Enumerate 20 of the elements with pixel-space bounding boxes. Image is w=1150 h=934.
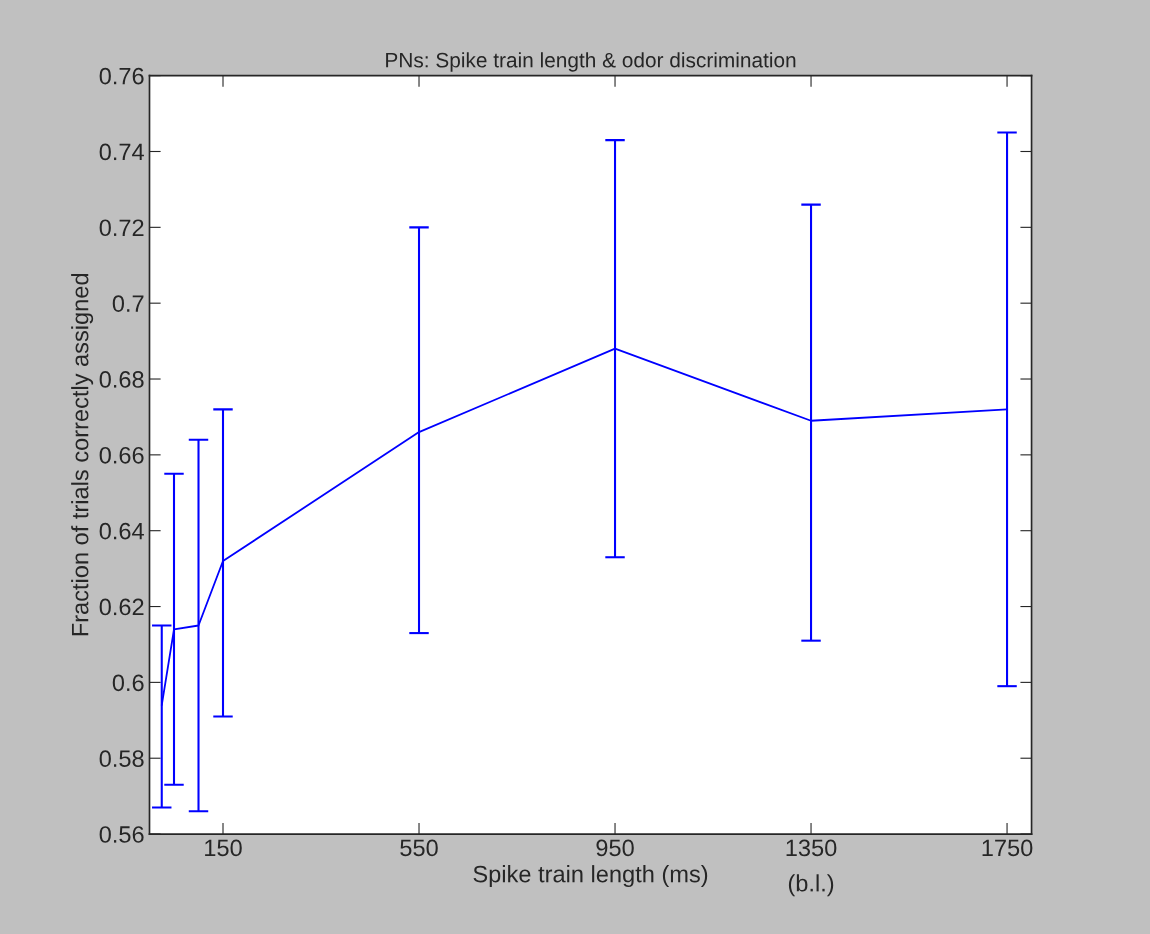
x-axis-title: Spike train length (ms)	[473, 865, 708, 888]
x-tick-label: 950	[596, 839, 634, 857]
x-tick-label: 1350	[786, 839, 837, 857]
y-tick-label: 0.62	[99, 598, 144, 616]
y-tick-label: 0.7	[112, 295, 144, 312]
y-tick-label: 0.76	[99, 67, 144, 85]
y-tick-label: 0.64	[99, 522, 144, 540]
y-tick-label: 0.66	[99, 446, 144, 464]
y-tick-label: 0.56	[99, 826, 144, 843]
y-tick-label: 0.72	[99, 219, 144, 237]
y-tick-label: 0.68	[99, 371, 144, 388]
x-tick-label: 150	[205, 839, 242, 857]
chart-title: PNs: Spike train length & odor discrimination	[386, 52, 796, 72]
y-axis-title: Fraction of trials correctly assigned	[71, 273, 94, 636]
x-tick-label: 550	[400, 839, 438, 857]
y-tick-label: 0.58	[99, 750, 144, 768]
text: (b.l.)	[788, 874, 834, 897]
y-tick-label: 0.6	[112, 674, 144, 692]
x-tick-label: 1750	[982, 839, 1033, 857]
y-tick-label: 0.74	[99, 143, 144, 161]
